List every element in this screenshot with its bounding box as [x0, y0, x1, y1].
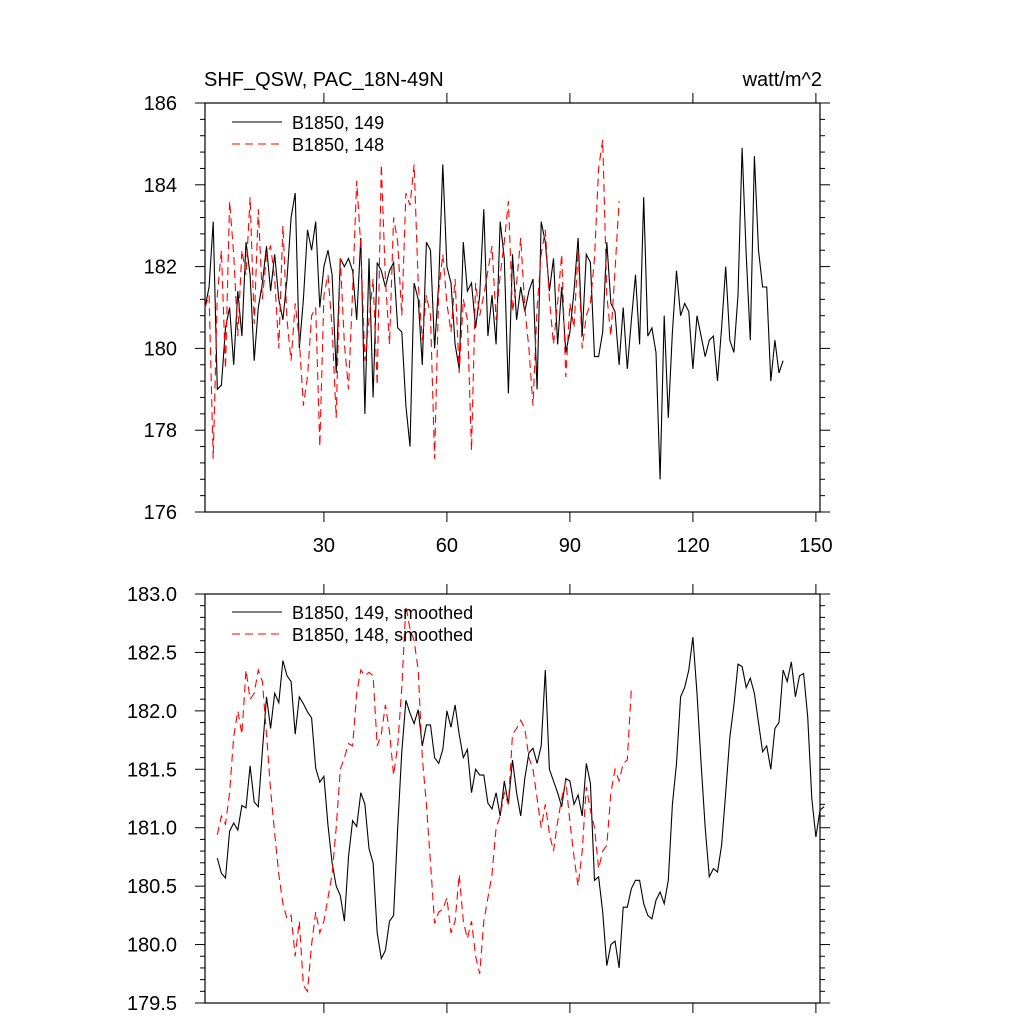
top-x-tick-label: 60 [436, 535, 458, 557]
bottom-y-tick-label: 182.0 [127, 701, 177, 723]
top-panel: SHF_QSW, PAC_18N-49N watt/m^2 30 60 90 120 1… [144, 69, 833, 557]
bottom-y-tick-label: 179.5 [127, 993, 177, 1015]
bottom-legend-label-148: B1850, 148, smoothed [292, 625, 473, 645]
top-legend-label-149: B1850, 149 [292, 113, 384, 133]
top-legend-label-148: B1850, 148 [292, 135, 384, 155]
top-x-tick-label: 150 [799, 535, 832, 557]
bottom-y-tick-label: 181.5 [127, 759, 177, 781]
bottom-series-group [216, 605, 825, 993]
bottom-y-tick-label: 180.0 [127, 935, 177, 957]
top-x-tick-label: 90 [559, 535, 581, 557]
bottom-y-tick-label: 182.5 [127, 642, 177, 664]
top-y-tick-label: 180 [144, 338, 177, 360]
top-series-group [204, 139, 784, 480]
bottom-legend: B1850, 149, smoothed B1850, 148, smoothe… [232, 603, 473, 645]
top-axes: 30 60 90 120 150 176 178 180 182 184 186 [144, 93, 833, 557]
bottom-y-tick-label: 181.0 [127, 818, 177, 840]
top-y-tick-label: 176 [144, 502, 177, 524]
top-x-tick-label: 120 [676, 535, 709, 557]
bottom-y-tick-label: 183.0 [127, 584, 177, 606]
bottom-series-line-149 [216, 637, 825, 968]
bottom-y-tick-label: 180.5 [127, 876, 177, 898]
top-chart-units: watt/m^2 [742, 69, 822, 91]
bottom-legend-label-149: B1850, 149, smoothed [292, 603, 473, 623]
top-y-tick-label: 178 [144, 420, 177, 442]
bottom-series-line-148 [216, 605, 632, 993]
top-legend: B1850, 149 B1850, 148 [232, 113, 384, 155]
top-chart-title: SHF_QSW, PAC_18N-49N [204, 69, 444, 91]
top-series-line-149 [204, 147, 784, 480]
top-y-tick-label: 186 [144, 93, 177, 115]
top-x-tick-label: 30 [313, 535, 335, 557]
top-series-line-148 [204, 139, 620, 459]
bottom-panel: 179.5 180.0 180.5 181.0 181.5 182.0 182.5 183.0… [127, 584, 830, 1015]
bottom-axes: 179.5 180.0 180.5 181.0 181.5 182.0 182.5 183.0 [127, 584, 830, 1015]
top-y-tick-label: 182 [144, 257, 177, 279]
bottom-plot-frame [204, 593, 821, 1004]
top-y-tick-label: 184 [144, 175, 177, 197]
